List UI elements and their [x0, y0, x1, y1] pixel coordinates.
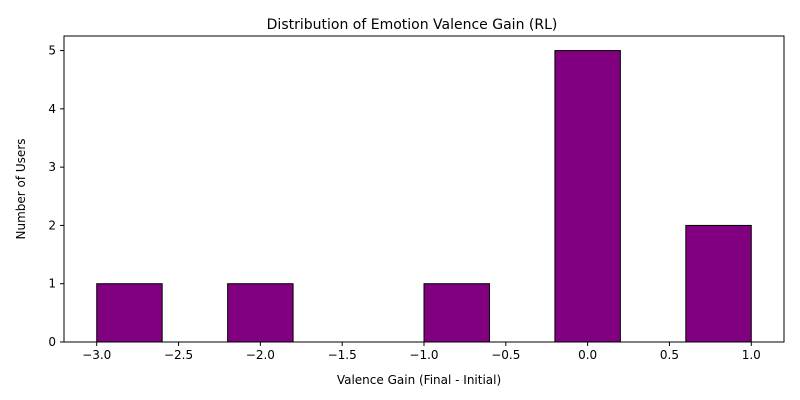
bars-group — [96, 50, 752, 343]
x-axis: −3.0 −2.5 −2.0 −1.5 −1.0 −0.5 0.0 0.5 1.0 — [82, 342, 761, 362]
x-tick-label-2: −2.0 — [246, 348, 275, 362]
chart-title: Distribution of Emotion Valence Gain (RL… — [267, 17, 558, 33]
x-tick-label-6: 0.0 — [578, 348, 597, 362]
histogram-bar-2 — [227, 283, 294, 343]
y-axis: 0 1 2 3 4 5 — [48, 44, 64, 349]
histogram-bar-0 — [96, 283, 163, 343]
y-tick-label-5: 5 — [48, 44, 56, 58]
x-tick-label-7: 0.5 — [660, 348, 679, 362]
y-tick-label-1: 1 — [48, 277, 56, 291]
x-tick-label-8: 1.0 — [742, 348, 761, 362]
y-tick-label-3: 3 — [48, 160, 56, 174]
x-axis-label: Valence Gain (Final - Initial) — [337, 373, 501, 387]
x-tick-label-1: −2.5 — [164, 348, 193, 362]
y-axis-label: Number of Users — [14, 138, 28, 239]
histogram-bar-7 — [554, 50, 621, 343]
histogram-bar-9 — [685, 224, 752, 343]
y-tick-label-4: 4 — [48, 102, 56, 116]
histogram-bar-5 — [423, 283, 490, 343]
x-tick-label-0: −3.0 — [82, 348, 111, 362]
x-tick-label-3: −1.5 — [328, 348, 357, 362]
y-tick-label-0: 0 — [48, 335, 56, 349]
x-tick-label-5: −0.5 — [491, 348, 520, 362]
y-tick-label-2: 2 — [48, 218, 56, 232]
x-tick-label-4: −1.0 — [409, 348, 438, 362]
